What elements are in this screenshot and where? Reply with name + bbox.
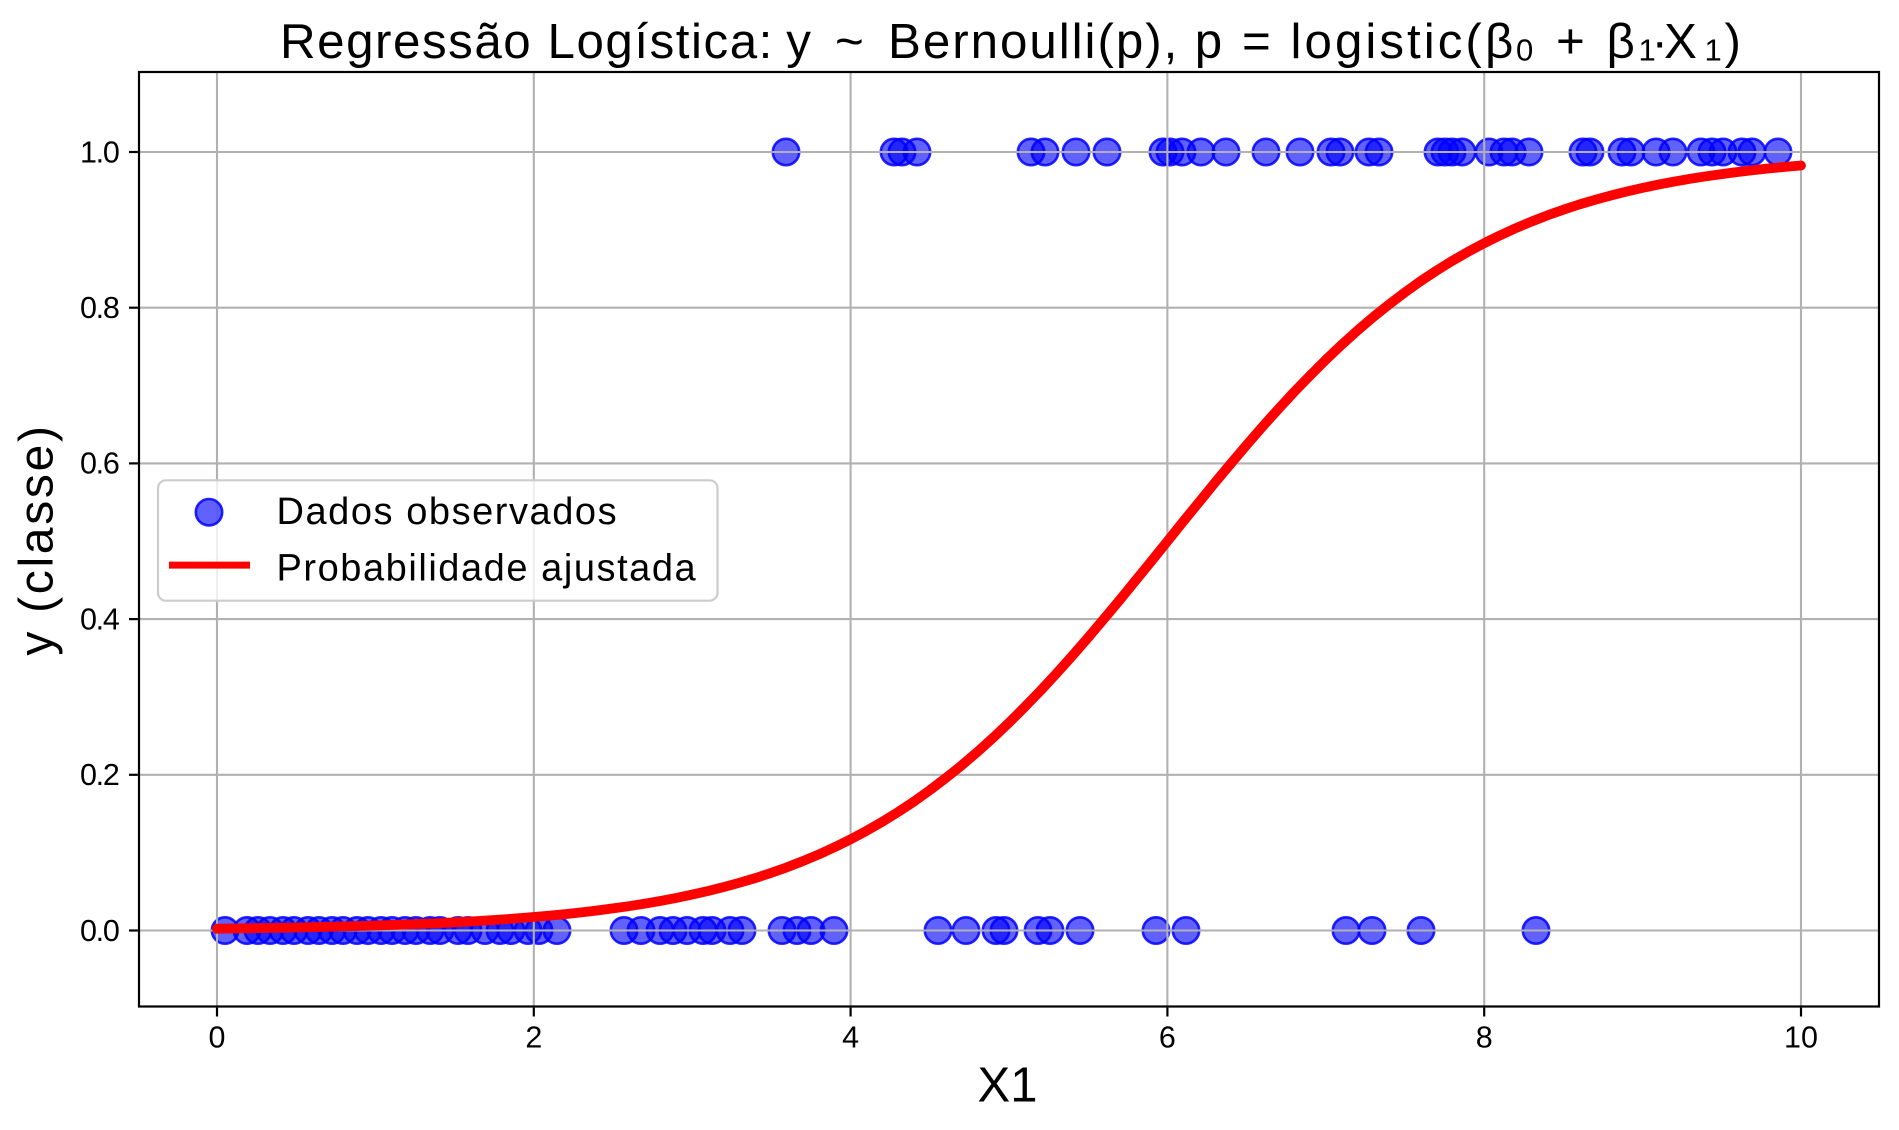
svg-text:y (classe): y (classe) [11,423,64,655]
svg-text:1: 1 [1639,32,1656,67]
svg-text:Dados observados: Dados observados [277,491,619,533]
svg-text:0: 0 [209,1020,226,1054]
svg-text:+: + [1556,14,1585,69]
svg-text:y ~: y ~ [786,14,869,69]
svg-text:0.2: 0.2 [80,758,119,792]
svg-text:Regressão Logística:: Regressão Logística: [280,14,774,69]
svg-text:1.0: 1.0 [80,135,119,169]
svg-text:β: β [1607,14,1635,69]
svg-text:X: X [1664,14,1697,69]
svg-text:2: 2 [525,1020,542,1054]
svg-text:): ) [1725,14,1741,69]
svg-text:0: 0 [1516,32,1533,67]
svg-text:·: · [1652,14,1668,69]
svg-text:Probabilidade ajustada: Probabilidade ajustada [277,548,698,590]
svg-text:0.4: 0.4 [80,602,120,636]
svg-text:1: 1 [1705,32,1722,67]
svg-text:p = logistic(: p = logistic( [1195,14,1485,69]
svg-text:4: 4 [842,1020,859,1054]
svg-text:0.8: 0.8 [80,291,119,325]
svg-text:6: 6 [1159,1020,1176,1054]
svg-text:0.6: 0.6 [80,447,119,481]
svg-text:10: 10 [1784,1020,1818,1054]
svg-text:Bernoulli(p),: Bernoulli(p), [888,14,1179,69]
svg-text:8: 8 [1476,1020,1493,1054]
svg-text:0.0: 0.0 [80,914,119,948]
svg-text:X1: X1 [978,1059,1038,1113]
svg-text:β: β [1485,14,1513,69]
